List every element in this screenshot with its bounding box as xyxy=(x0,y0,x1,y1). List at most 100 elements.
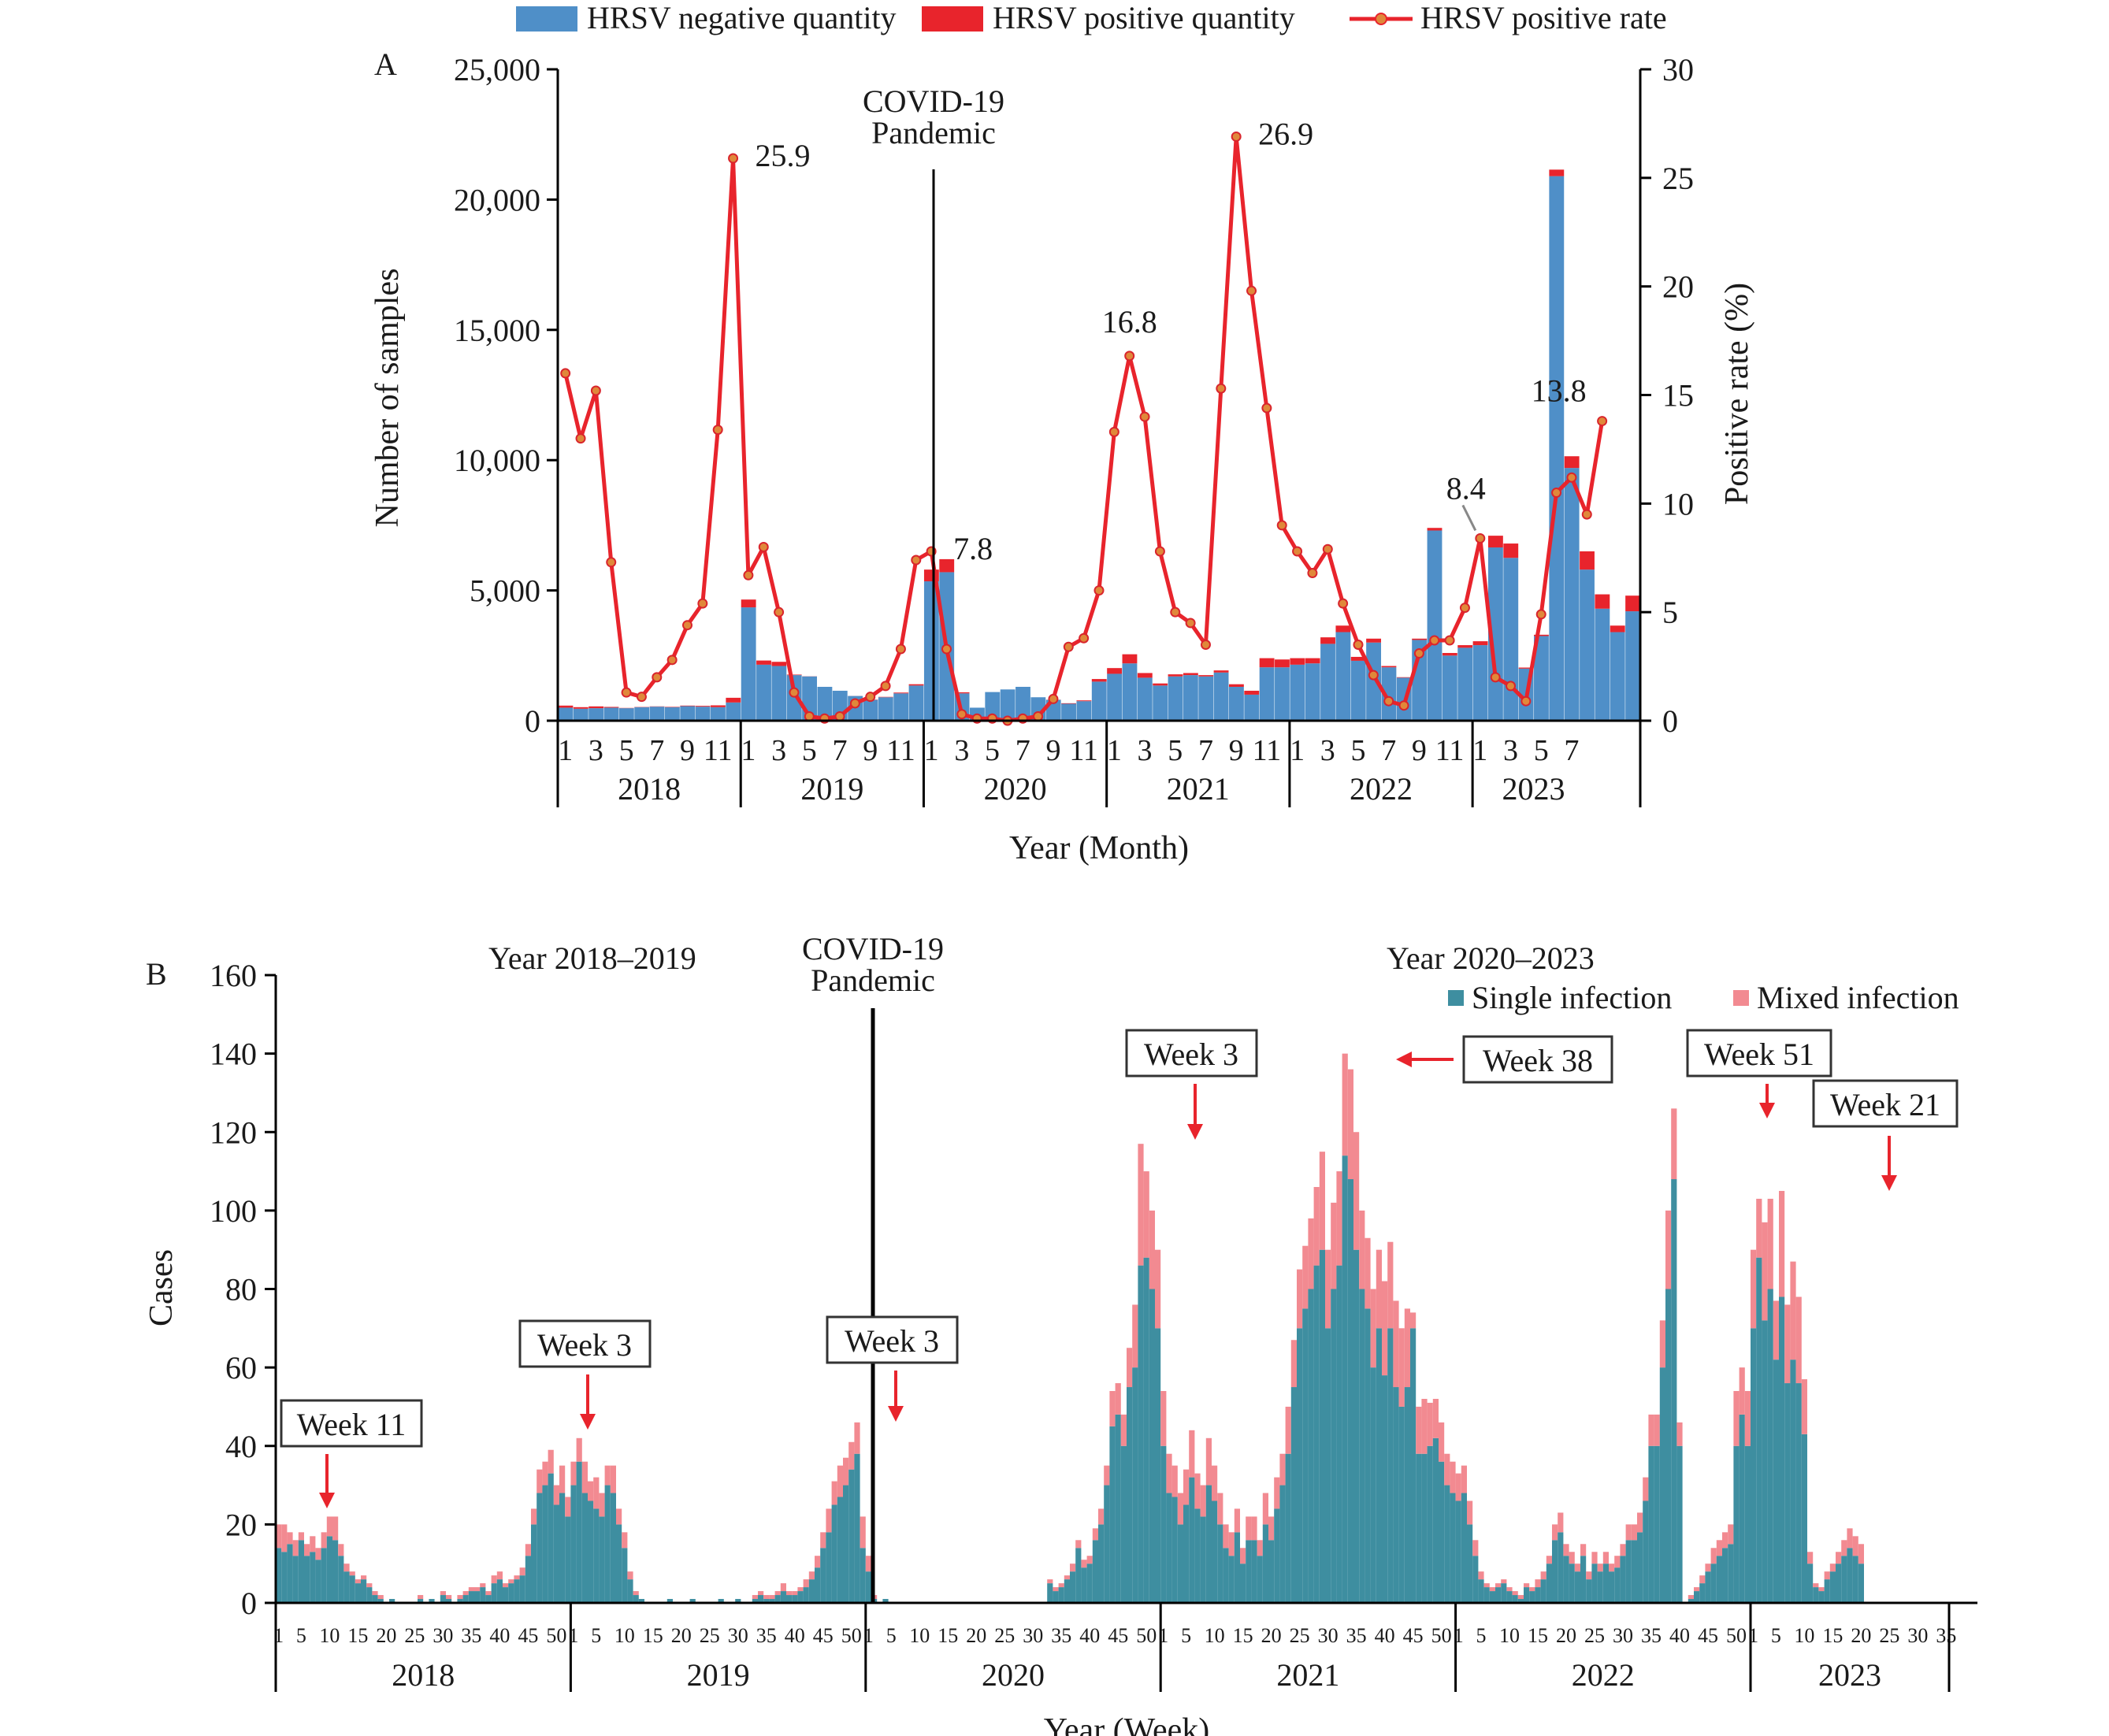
bar-mixed xyxy=(372,1591,378,1596)
bar-single xyxy=(1818,1591,1825,1603)
week-tick-label: 40 xyxy=(1375,1624,1395,1647)
bar-negative xyxy=(1137,677,1153,721)
bar-mixed xyxy=(1643,1477,1649,1501)
bar-single xyxy=(1512,1595,1518,1603)
y-tick-label: 0 xyxy=(525,703,540,739)
rate-point xyxy=(1093,585,1105,596)
panel-b-y-axis-title: Cases xyxy=(143,1249,180,1326)
bar-single xyxy=(1290,1387,1297,1603)
bar-single xyxy=(1643,1500,1649,1603)
rate-point xyxy=(895,644,906,655)
annotation-text: Week 11 xyxy=(297,1407,407,1442)
bar-positive xyxy=(954,692,970,694)
bar-mixed xyxy=(1586,1571,1592,1580)
legend-b-single-label: Single infection xyxy=(1472,980,1672,1015)
bar-positive xyxy=(1259,658,1275,668)
bar-single xyxy=(1654,1445,1660,1603)
bar-mixed xyxy=(292,1540,299,1556)
rate-point xyxy=(880,681,891,692)
bar-mixed xyxy=(1353,1132,1360,1250)
bar-single xyxy=(1784,1383,1791,1603)
rate-point xyxy=(1413,648,1424,659)
bar-mixed xyxy=(1483,1583,1490,1588)
bar-mixed xyxy=(1262,1493,1268,1525)
rate-point xyxy=(712,425,723,436)
bar-single xyxy=(1558,1532,1564,1603)
bar-mixed xyxy=(1297,1269,1303,1329)
bar-mixed xyxy=(1444,1453,1450,1486)
bar-single xyxy=(1728,1544,1734,1603)
bar-single xyxy=(1467,1524,1473,1603)
bar-negative xyxy=(1625,611,1640,721)
bar-mixed xyxy=(1070,1564,1076,1572)
month-tick-label: 7 xyxy=(649,734,664,767)
bar-mixed xyxy=(1382,1281,1388,1376)
bar-mixed xyxy=(1398,1328,1405,1407)
bar-mixed xyxy=(1540,1571,1546,1580)
bar-mixed xyxy=(559,1465,566,1493)
bar-mixed xyxy=(1501,1579,1507,1584)
bar-mixed xyxy=(808,1571,815,1580)
week-tick-label: 5 xyxy=(1181,1624,1191,1647)
bar-negative xyxy=(786,675,802,721)
bar-negative xyxy=(1107,673,1123,721)
bar-mixed xyxy=(377,1595,384,1600)
bar-mixed xyxy=(1455,1473,1461,1501)
rate-point xyxy=(941,644,952,655)
rate-point xyxy=(1185,618,1196,629)
bar-mixed xyxy=(1631,1524,1637,1541)
bar-negative xyxy=(923,581,939,721)
week-tick-label: 25 xyxy=(1879,1624,1899,1647)
bar-single xyxy=(1450,1493,1456,1603)
bar-mixed xyxy=(361,1575,367,1580)
bar-negative xyxy=(1580,569,1595,721)
annotation-text: Week 3 xyxy=(537,1327,632,1363)
month-tick-label: 3 xyxy=(589,734,603,767)
bar-mixed xyxy=(1524,1583,1530,1588)
week-tick-label: 40 xyxy=(489,1624,510,1647)
bar-mixed xyxy=(1313,1186,1320,1266)
bar-single xyxy=(1274,1508,1280,1603)
bar-single xyxy=(1183,1504,1190,1603)
week-tick-label: 40 xyxy=(1669,1624,1690,1647)
bar-mixed xyxy=(769,1595,775,1600)
month-tick-label: 5 xyxy=(1350,734,1365,767)
bar-single xyxy=(1308,1289,1314,1603)
bar-single xyxy=(1829,1571,1836,1603)
bar-single xyxy=(1047,1583,1053,1603)
rate-point xyxy=(1231,131,1242,142)
month-tick-label: 1 xyxy=(558,734,573,767)
rate-point xyxy=(1429,635,1440,646)
bar-positive xyxy=(1518,667,1534,669)
bar-mixed xyxy=(1092,1528,1098,1541)
bar-mixed xyxy=(570,1461,577,1486)
annotation-week21-2023: Week 21 xyxy=(1812,1079,1959,1191)
week-tick-label: 25 xyxy=(1290,1624,1310,1647)
month-tick-label: 11 xyxy=(1435,734,1465,767)
bar-mixed xyxy=(1053,1587,1059,1592)
bar-single xyxy=(1404,1387,1410,1603)
month-tick-label: 11 xyxy=(1253,734,1282,767)
bar-single xyxy=(1671,1179,1677,1603)
month-tick-label: 5 xyxy=(802,734,817,767)
bar-mixed xyxy=(1234,1508,1240,1533)
bar-single xyxy=(638,1599,644,1603)
bar-positive xyxy=(1595,594,1610,609)
bar-positive xyxy=(908,684,924,686)
bar-positive xyxy=(1091,679,1107,682)
bar-negative xyxy=(1275,667,1290,721)
annotation-week3-2019: Week 3 xyxy=(518,1319,652,1430)
bar-mixed xyxy=(815,1556,821,1568)
panel-b-era-label-left: Year 2018–2019 xyxy=(488,940,696,976)
bar-negative xyxy=(726,702,741,721)
rate-point xyxy=(666,655,678,666)
week-tick-label: 35 xyxy=(1641,1624,1662,1647)
bar-single xyxy=(735,1599,741,1603)
week-tick-label: 50 xyxy=(546,1624,566,1647)
data-label-leader xyxy=(1461,504,1477,532)
bar-mixed xyxy=(1319,1152,1325,1250)
year-label: 2023 xyxy=(1502,771,1565,807)
bar-single xyxy=(854,1453,860,1603)
bar-mixed xyxy=(1580,1544,1587,1556)
